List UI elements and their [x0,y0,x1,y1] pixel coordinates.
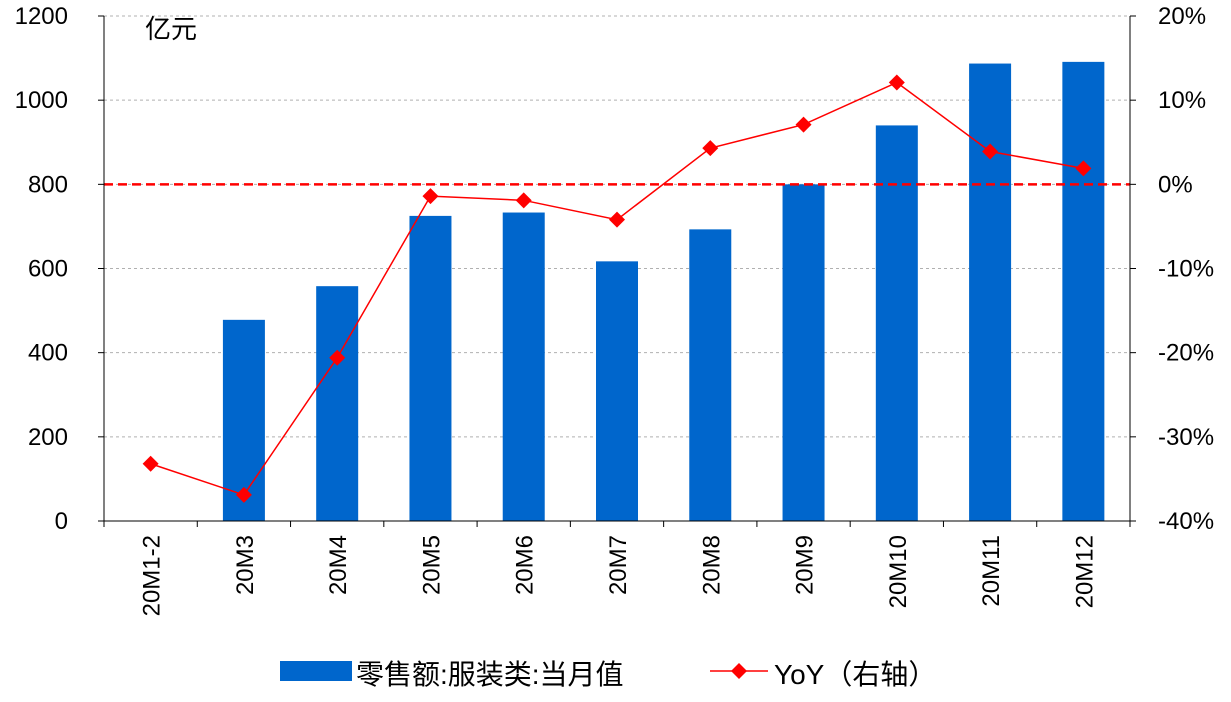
line-point [888,74,905,91]
bar [596,261,638,521]
left-tick-label: 1000 [15,87,68,114]
x-tick-label: 20M11 [978,535,1005,607]
legend-line-label: YoY（右轴） [774,659,936,690]
left-tick-label: 800 [28,171,68,198]
x-axis-ticks: 20M1-2 20M3 20M4 20M5 20M6 20M7 20M8 20M9 20M10 2… [103,521,1131,616]
bar [969,63,1012,521]
bar [1062,61,1105,521]
bar-series [222,61,1105,522]
x-tick-label: 20M7 [605,535,632,595]
right-axis-ticks: -40% -30% -20% -10% 0% 10% 20% [1130,3,1214,535]
right-tick-label: 0% [1158,171,1193,198]
right-tick-label: -10% [1158,256,1214,283]
line-point [609,211,625,228]
legend-bar-swatch [280,661,352,681]
legend-bar-label: 零售额:服装类:当月值 [356,659,624,690]
line-point [422,188,439,205]
bar [875,125,918,522]
x-tick-label: 20M10 [885,535,912,608]
right-tick-label: -20% [1158,340,1214,367]
unit-label: 亿元 [145,14,197,44]
line-point [982,143,999,160]
right-tick-label: 20% [1158,3,1206,30]
left-tick-label: 0 [55,508,68,535]
bar [316,286,359,521]
bar [502,212,545,521]
line-point [795,116,812,133]
right-tick-label: -30% [1158,424,1214,451]
line-point [329,349,346,366]
line-point [235,486,252,503]
x-tick-label: 20M12 [1071,535,1098,608]
left-tick-label: 400 [28,340,68,367]
right-tick-label: 10% [1158,87,1206,114]
bar [689,229,732,522]
x-tick-label: 20M5 [418,535,445,595]
x-tick-label: 20M9 [792,535,819,595]
legend-line-marker [731,663,747,679]
line-point [1075,160,1092,177]
x-tick-label: 20M3 [232,535,259,595]
line-point [142,455,159,472]
left-axis-ticks: 0 200 400 600 800 1000 1200 [15,3,104,535]
x-tick-label: 20M8 [698,535,725,595]
line-series [142,74,1092,503]
line-point [702,140,719,157]
x-tick-label: 20M4 [325,535,352,595]
bar [782,184,825,522]
left-tick-label: 600 [28,256,68,283]
left-tick-label: 200 [28,424,68,451]
right-tick-label: -40% [1158,508,1214,535]
x-tick-label: 20M1-2 [139,535,166,616]
left-tick-label: 1200 [15,3,68,30]
line-point [515,192,532,209]
x-tick-label: 20M6 [512,535,539,595]
legend: 零售额:服装类:当月值 YoY（右轴） [280,659,936,690]
bar [409,215,452,522]
